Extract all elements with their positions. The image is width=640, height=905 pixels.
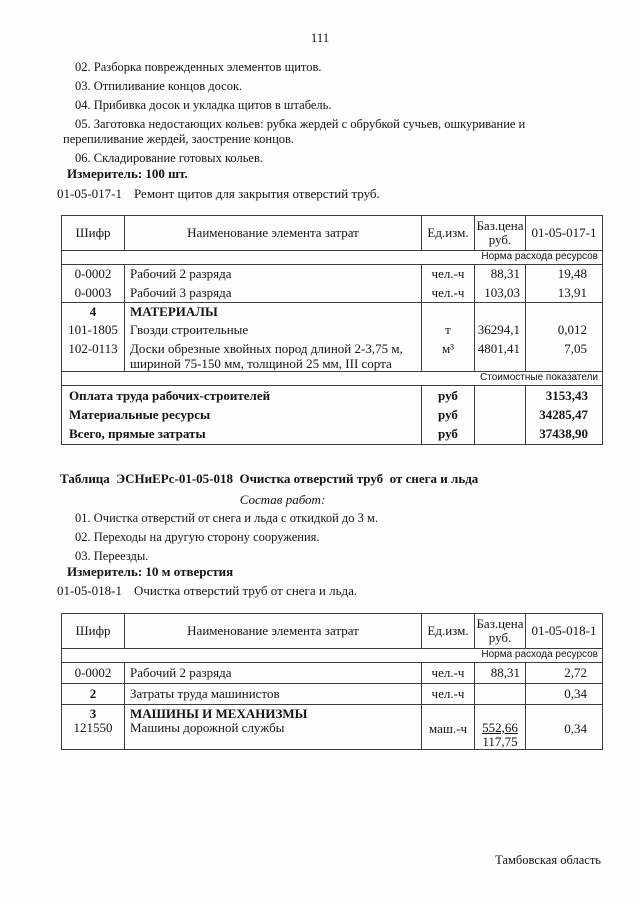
col-header-code: Шифр [62,614,125,649]
cell-code: 101-1805 [62,321,125,340]
cell-code: 0-0002 [62,663,125,684]
resource-table-01-05-018-1: Шифр Наименование элемента затрат Ед.изм… [61,613,603,750]
cell-name: Доски обрезные хвойных пород длиной 2-3,… [125,340,422,372]
cell-unit [422,303,475,321]
cell-code-machines: 3 121550 [62,705,125,749]
cell-unit: чел.-ч [422,265,475,284]
cell-code: 4 [62,303,125,321]
cell-norm [526,303,602,321]
work-item: 06. Складирование готовых кольев. [75,151,263,165]
subheader-norm: Норма расхода ресурсов [62,649,602,663]
cell-price: 103,03 [475,284,526,303]
col-header-price: Баз.цена руб. [475,614,526,649]
composition-label: Состав работ: [239,492,326,507]
work-item: 04. Прибивка досок и укладка щитов в шта… [75,98,332,112]
norm-code-title: Очистка отверстий труб от снега и льда. [134,583,358,598]
region-footer: Тамбовская область [495,853,601,867]
col-header-name: Наименование элемента затрат [125,614,422,649]
cell-name: Рабочий 2 разряда [125,265,422,284]
cell-norm: 19,48 [557,266,587,281]
cell-norm: 7,05 [526,340,602,372]
col-header-name: Наименование элемента затрат [125,216,422,251]
page-number: 111 [310,30,330,45]
table-title-01-05-018: Таблица ЭСНиЕРс-01-05-018 Очистка отверс… [60,471,479,486]
col-header-unit: Ед.изм. [422,216,475,251]
totals-labels: Оплата труда рабочих-строителей Материал… [62,386,422,444]
work-item: 02. Разборка поврежденных элементов щито… [75,60,322,74]
cell-unit-machines: маш.-ч [422,705,475,749]
cell-norm: 0,34 [526,684,602,705]
cell-price: 88,31 [475,265,526,284]
norm-code: 01-05-018-1 [57,583,122,598]
work-items-list-1: 02. Разборка поврежденных элементов щито… [63,60,585,170]
work-item: 03. Переезды. [75,549,149,563]
cell-unit: чел.-ч [422,663,475,684]
col-header-code: Шифр [62,216,125,251]
measurer-line-1: Измеритель: 100 шт. [67,166,188,181]
cell-unit: м³ [422,340,475,372]
norm-code-line-2: 01-05-018-1 Очистка отверстий труб от сне… [57,583,357,599]
cell-price [475,684,526,705]
resource-table-01-05-017-1: Шифр Наименование элемента затрат Ед.изм… [61,215,603,445]
cell-norm: 2,72 [526,663,602,684]
cell-name: Рабочий 3 разряда [125,284,422,303]
cell-norm: 0,012 [557,322,587,337]
col-header-price: Баз.цена руб. [475,216,526,251]
cell-price: 36294,1 [475,321,526,340]
cell-unit: чел.-ч [422,684,475,705]
cell-code: 0-0002 [62,265,125,284]
norm-code-title: Ремонт щитов для закрытия отверстий труб… [134,186,380,201]
cell-norm: 13,91 [526,284,602,303]
cell-name: МАТЕРИАЛЫ [125,303,422,321]
work-items-list-2: 01. Очистка отверстий от снега и льда с … [75,511,575,568]
cell-price [475,303,526,321]
cell-name-machines: МАШИНЫ И МЕХАНИЗМЫ Машины дорожной служб… [125,705,422,749]
totals-values: 3153,43 34285,47 37438,90 [539,388,588,441]
cell-name: Гвозди строительные [125,321,422,340]
cell-price: 88,31 [475,663,526,684]
norm-code: 01-05-017-1 [57,186,122,201]
cell-price-machines: 552,66 117,75 [475,705,526,749]
cell-code: 0-0003 [62,284,125,303]
cell-code: 102-0113 [62,340,125,372]
work-item: 05. Заготовка недостающих кольев: рубка … [63,117,526,146]
work-item: 01. Очистка отверстий от снега и льда с … [75,511,379,525]
subheader-norm: Норма расхода ресурсов [62,251,602,265]
cell-norm-machines: 0,34 [564,721,587,736]
subheader-cost: Стоимостные показатели [62,372,602,386]
cell-name: Затраты труда машинистов [125,684,422,705]
cell-code: 2 [62,684,125,705]
col-header-norm-code: 01-05-018-1 [526,614,602,649]
measurer-line-2: Измеритель: 10 м отверстия [67,564,234,579]
work-item: 02. Переходы на другую сторону сооружени… [75,530,320,544]
cell-name: Рабочий 2 разряда [125,663,422,684]
col-header-unit: Ед.изм. [422,614,475,649]
totals-units: руб руб руб [422,386,475,444]
cell-price: 4801,41 [475,340,526,372]
work-item: 03. Отпиливание концов досок. [75,79,243,93]
cell-unit: т [422,321,475,340]
col-header-norm-code: 01-05-017-1 [526,216,602,251]
cell-unit: чел.-ч [422,284,475,303]
norm-code-line-1: 01-05-017-1 Ремонт щитов для закрытия отв… [57,186,380,202]
totals-price-empty [475,386,526,444]
